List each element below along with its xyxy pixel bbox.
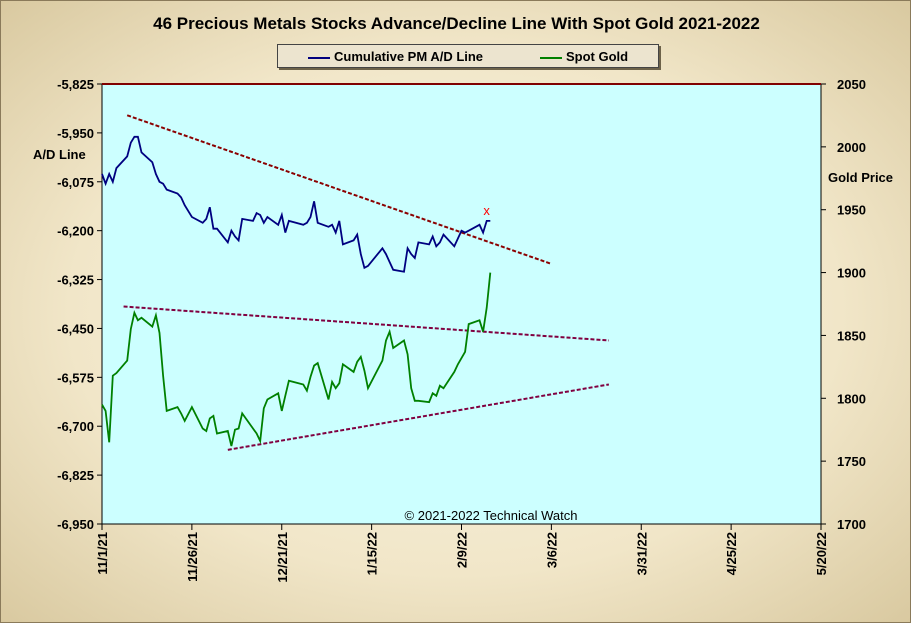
trendline-2 (227, 383, 610, 451)
y-left-tick-label: -6,700 (57, 419, 94, 434)
legend-swatch-ad-line (308, 56, 330, 59)
x-tick-label: 3/6/22 (544, 532, 559, 568)
y-left-tick-label: -5,950 (57, 126, 94, 141)
y-right-tick-label: 2000 (837, 140, 866, 155)
left-axis: -5,825 -5,950 -6,075 -6,200 -6,325 -6,450 -6,5… (57, 77, 102, 532)
x-tick-label: 1/15/22 (365, 532, 380, 575)
y-right-tick-label: 1800 (837, 391, 866, 406)
series-line-gold (101, 272, 492, 447)
trendlines (123, 114, 610, 451)
chart-legend: Cumulative PM A/D Line Spot Gold (277, 44, 659, 68)
copyright-text: © 2021-2022 Technical Watch (405, 508, 578, 523)
y-left-tick-label: -6,825 (57, 468, 94, 483)
y-right-tick-label: 1950 (837, 203, 866, 218)
y-left-tick-label: -6,200 (57, 224, 94, 239)
y-right-tick-label: 1900 (837, 266, 866, 281)
y-left-tick-label: -6,325 (57, 273, 94, 288)
x-axis: 11/1/21 11/26/21 12/21/21 1/15/22 2/9/22 3/6/… (95, 524, 829, 583)
x-tick-label: 12/21/21 (275, 532, 290, 583)
y-left-tick-label: -6,075 (57, 175, 94, 190)
y-left-tick-label: -6,950 (57, 517, 94, 532)
series-line-ad (101, 135, 491, 273)
x-tick-label: 11/26/21 (185, 532, 200, 582)
y-right-tick-label: 1700 (837, 517, 866, 532)
plot-area (101, 83, 822, 525)
marker-x: x (483, 203, 490, 218)
legend-item-ad-line: Cumulative PM A/D Line (308, 49, 483, 64)
chart-title: 46 Precious Metals Stocks Advance/Declin… (153, 14, 760, 33)
y-left-tick-label: -6,450 (57, 321, 94, 336)
y-right-tick-label: 1850 (837, 328, 866, 343)
y-right-tick-label: 1750 (837, 454, 866, 469)
x-tick-label: 3/31/22 (634, 532, 649, 575)
y-left-label: A/D Line (33, 147, 86, 162)
legend-item-gold: Spot Gold (540, 49, 628, 64)
legend-label-ad-line: Cumulative PM A/D Line (334, 49, 484, 64)
x-tick-label: 5/20/22 (814, 532, 829, 575)
trendline-1 (123, 305, 609, 342)
y-right-tick-label: 2050 (837, 77, 866, 92)
legend-label-gold: Spot Gold (566, 49, 629, 64)
legend-swatch-gold (540, 56, 562, 59)
trendline-0 (126, 114, 552, 265)
x-tick-label: 4/25/22 (724, 532, 739, 575)
x-tick-label: 11/1/21 (95, 532, 110, 575)
right-axis: 2050 2000 1950 1900 1850 1800 1750 1700 (821, 77, 866, 532)
x-tick-label: 2/9/22 (455, 532, 470, 568)
y-left-tick-label: -5,825 (57, 77, 94, 92)
y-right-label: Gold Price (828, 170, 893, 185)
y-left-tick-label: -6,575 (57, 370, 94, 385)
